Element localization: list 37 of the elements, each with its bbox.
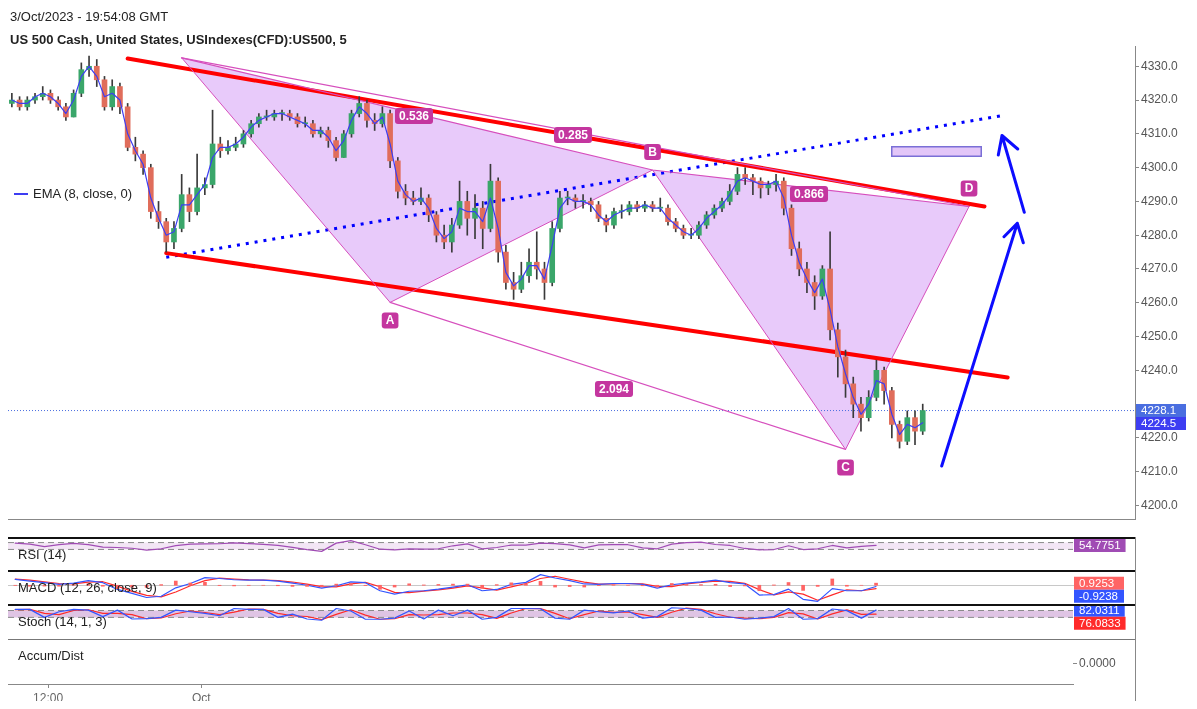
annotation: 0.285 (557, 127, 589, 142)
ref-line-label: 4228.1 (1141, 404, 1177, 417)
legend-label: EMA (8, close, 0) (33, 185, 132, 201)
y-tick-label: 4320.0 (1141, 92, 1179, 107)
text: 0.0000 (1079, 655, 1117, 670)
text: 76.0833 (1079, 616, 1121, 629)
text: Accum/Dist (18, 648, 84, 664)
y-tick-label: 4310.0 (1141, 126, 1179, 141)
text: Stoch (14, 1, 3) (18, 614, 107, 630)
category-label: 12:00 (33, 690, 64, 705)
annotation: 0.866 (793, 186, 825, 201)
data-label: A (385, 313, 395, 328)
text: RSI (14) (18, 546, 67, 563)
y-tick-label: 4260.0 (1141, 295, 1179, 310)
data-label: B (648, 144, 658, 159)
y-tick-label: 4280.0 (1141, 227, 1179, 242)
text: 82.0311 (1079, 603, 1120, 616)
y-tick-label: 4270.0 (1141, 261, 1179, 276)
y-tick-label: 4300.0 (1141, 159, 1179, 174)
text: 0.9253 (1079, 576, 1115, 589)
y-tick-label: 4330.0 (1141, 58, 1179, 73)
annotation: 0.536 (398, 108, 430, 123)
y-tick-label: 4220.0 (1141, 430, 1179, 445)
y-tick-label: 4290.0 (1141, 193, 1179, 208)
text: 4224.5 (1141, 417, 1177, 430)
data-label: C (841, 460, 851, 475)
text: -0.9238 (1079, 589, 1119, 602)
y-tick-label: 4240.0 (1141, 362, 1179, 377)
y-tick-label: 4250.0 (1141, 328, 1179, 343)
text: 54.7751 (1079, 539, 1121, 552)
y-tick-label: 4210.0 (1141, 464, 1179, 479)
chart-subtitle: 3/Oct/2023 - 19:54:08 GMT (10, 9, 169, 25)
data-label: D (964, 181, 974, 196)
y-tick-label: 4200.0 (1141, 497, 1179, 512)
category-label: Oct (191, 690, 212, 705)
annotation: 2.094 (598, 381, 630, 396)
chart-title: US 500 Cash, United States, USIndexes(CFD):US500, 5 (10, 32, 347, 48)
